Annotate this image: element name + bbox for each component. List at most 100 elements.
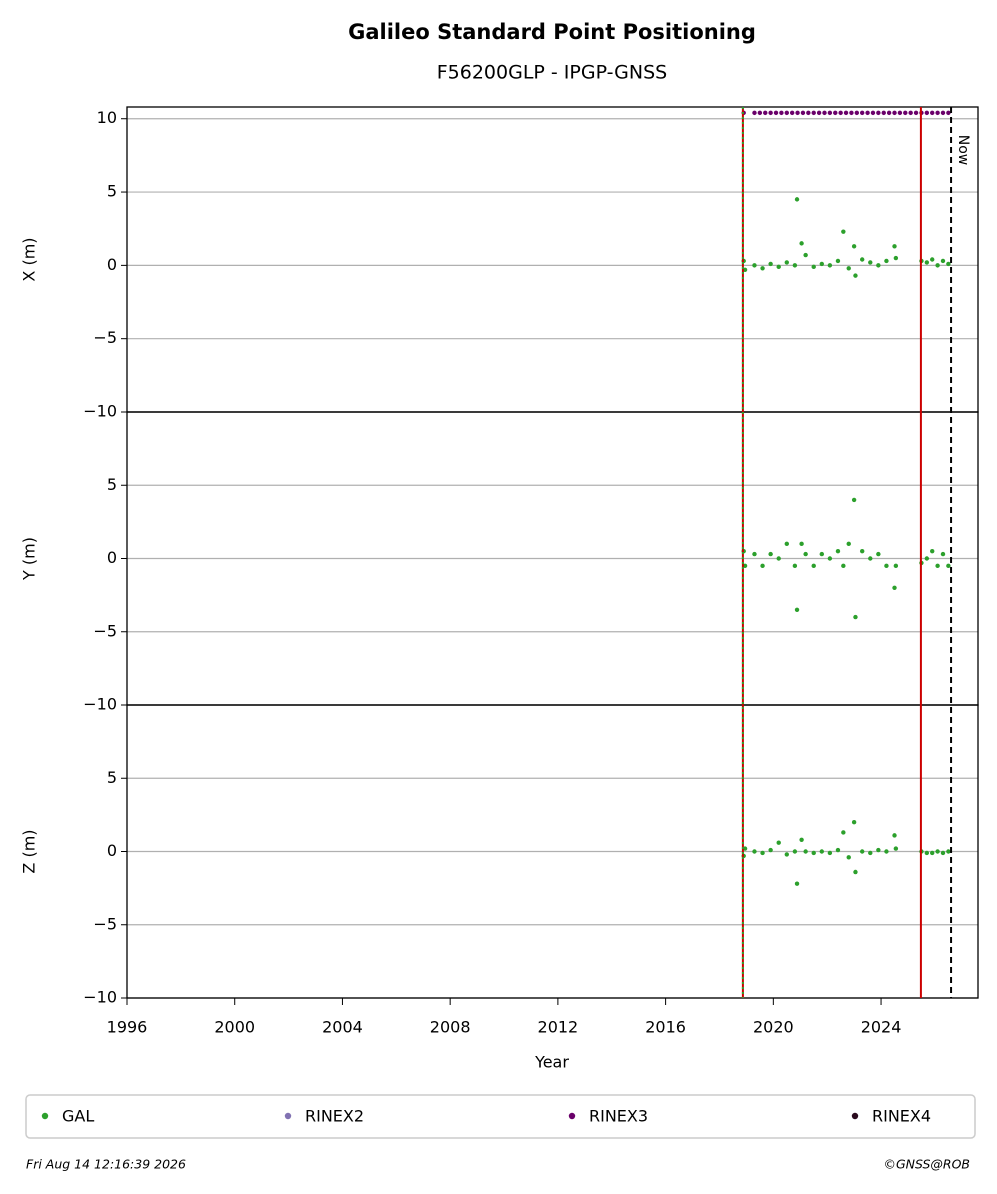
data-point bbox=[757, 110, 763, 116]
data-point bbox=[752, 849, 757, 854]
data-point bbox=[827, 263, 833, 268]
data-point bbox=[846, 541, 851, 547]
data-point bbox=[870, 110, 876, 116]
data-point bbox=[854, 110, 860, 116]
data-point bbox=[794, 607, 800, 612]
data-point bbox=[853, 614, 858, 620]
data-point bbox=[851, 244, 857, 249]
y-tick-label: 5 bbox=[107, 475, 117, 494]
legend-marker bbox=[851, 1112, 859, 1120]
panel-frame bbox=[126, 106, 979, 413]
data-point bbox=[913, 110, 919, 116]
data-point bbox=[903, 110, 908, 116]
data-point bbox=[893, 255, 899, 261]
data-point bbox=[935, 110, 940, 116]
y-axis-label: Y (m) bbox=[20, 537, 39, 581]
x-tick-label: 2016 bbox=[645, 1018, 686, 1037]
legend-label: GAL bbox=[62, 1107, 94, 1126]
data-point bbox=[800, 110, 806, 116]
data-point bbox=[946, 261, 951, 267]
data-point bbox=[846, 855, 851, 860]
y-tick-label: 0 bbox=[107, 255, 117, 274]
data-point bbox=[841, 229, 846, 234]
data-point bbox=[893, 846, 899, 851]
data-point bbox=[876, 847, 881, 853]
data-point bbox=[859, 257, 865, 262]
y-tick-label: −10 bbox=[83, 988, 117, 1007]
data-point bbox=[779, 110, 784, 116]
data-point bbox=[838, 110, 843, 116]
data-point bbox=[742, 846, 748, 851]
data-point bbox=[789, 110, 795, 116]
data-point bbox=[876, 110, 881, 116]
legend-marker bbox=[284, 1112, 292, 1120]
data-point bbox=[794, 197, 800, 202]
data-point bbox=[876, 263, 881, 268]
data-point bbox=[768, 847, 773, 853]
data-point bbox=[806, 110, 811, 116]
legend-marker bbox=[41, 1112, 49, 1120]
data-point bbox=[752, 110, 757, 116]
data-point bbox=[868, 850, 873, 856]
data-point bbox=[803, 551, 808, 557]
y-axis-label: X (m) bbox=[20, 237, 39, 281]
data-point bbox=[827, 850, 833, 856]
reference-label: Now bbox=[955, 135, 971, 166]
data-point bbox=[859, 849, 865, 854]
data-point bbox=[935, 849, 940, 854]
data-point bbox=[803, 252, 808, 258]
data-point bbox=[892, 585, 897, 590]
data-point bbox=[940, 850, 946, 856]
data-point bbox=[776, 556, 781, 561]
data-point bbox=[752, 263, 757, 268]
data-point bbox=[876, 551, 881, 557]
chart-title: Galileo Standard Point Positioning bbox=[348, 20, 756, 44]
data-point bbox=[859, 110, 865, 116]
data-point bbox=[799, 241, 804, 246]
data-point bbox=[884, 258, 889, 264]
data-point bbox=[776, 840, 781, 845]
data-point bbox=[892, 833, 897, 838]
data-point bbox=[924, 850, 930, 856]
data-point bbox=[835, 548, 841, 554]
data-point bbox=[760, 266, 765, 271]
data-point bbox=[868, 260, 873, 265]
data-point bbox=[768, 551, 773, 557]
data-point bbox=[784, 541, 789, 547]
data-point bbox=[752, 551, 757, 557]
y-tick-label: −10 bbox=[83, 402, 117, 421]
data-point bbox=[760, 563, 765, 569]
data-point bbox=[930, 548, 935, 554]
data-point bbox=[930, 110, 935, 116]
data-point bbox=[811, 563, 816, 569]
timestamp: Fri Aug 14 12:16:39 2026 bbox=[26, 1157, 186, 1172]
x-axis-label: Year bbox=[534, 1053, 569, 1072]
y-tick-label: 10 bbox=[97, 108, 117, 127]
y-tick-label: 5 bbox=[107, 182, 117, 201]
data-point bbox=[799, 837, 804, 842]
data-point bbox=[768, 261, 773, 267]
data-point bbox=[763, 110, 768, 116]
data-point bbox=[795, 110, 800, 116]
data-point bbox=[884, 849, 889, 854]
data-point bbox=[935, 563, 940, 569]
data-point bbox=[946, 849, 951, 854]
data-point bbox=[742, 563, 748, 569]
data-point bbox=[819, 551, 825, 557]
data-point bbox=[930, 850, 935, 856]
data-point bbox=[742, 267, 748, 272]
legend-label: RINEX4 bbox=[872, 1107, 931, 1126]
data-point bbox=[881, 110, 886, 116]
data-point bbox=[924, 260, 930, 265]
data-point bbox=[835, 847, 841, 853]
data-point bbox=[794, 881, 800, 886]
data-point bbox=[799, 541, 804, 547]
data-point bbox=[841, 830, 846, 835]
data-point bbox=[819, 849, 825, 854]
data-point bbox=[884, 563, 889, 569]
data-point bbox=[892, 244, 897, 249]
data-point bbox=[930, 257, 935, 262]
x-tick-label: 2020 bbox=[753, 1018, 794, 1037]
y-tick-label: −5 bbox=[93, 621, 117, 640]
